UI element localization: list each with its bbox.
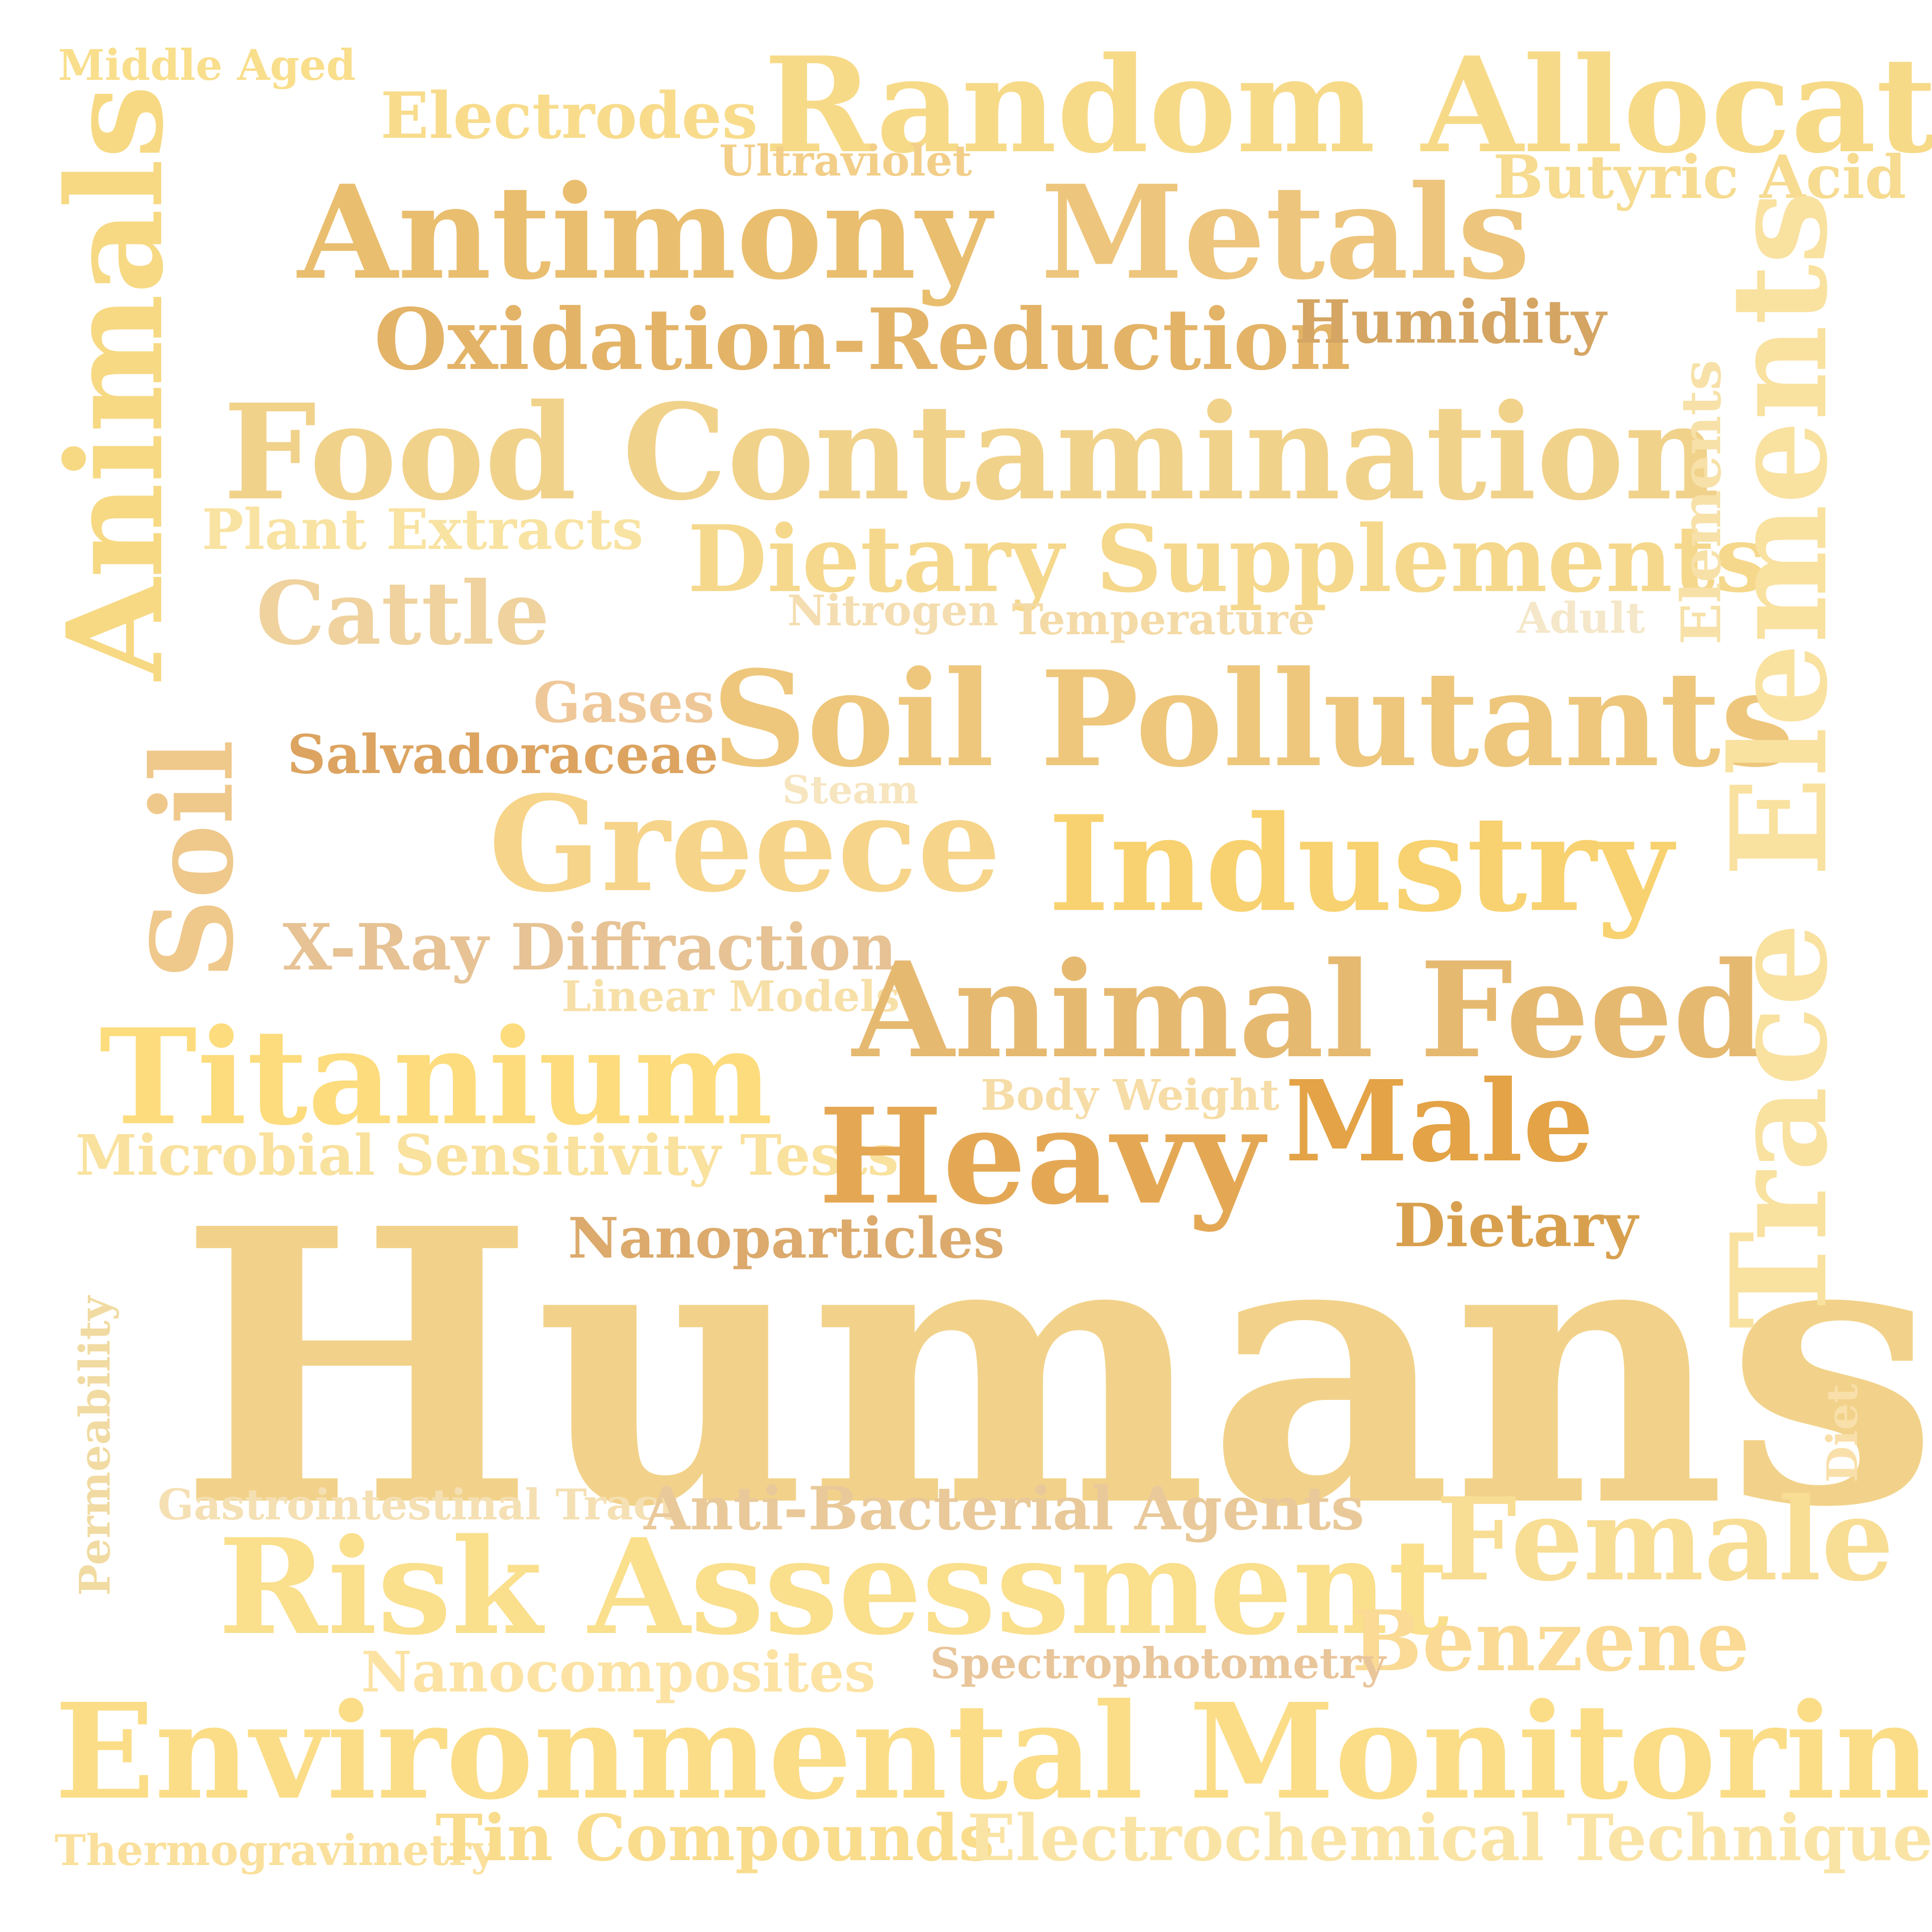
word-risk-assessment: Risk Assessment <box>218 1510 1449 1664</box>
word-metals: Metals <box>1041 157 1530 308</box>
word-linear-models: Linear Models <box>561 972 900 1022</box>
word-soil: Soil <box>127 739 258 979</box>
word-animals: Animals <box>38 85 192 680</box>
word-tin-compounds: Tin Compounds <box>436 1801 995 1875</box>
word-electrodes: Electrodes <box>380 79 758 153</box>
word-animal-feed: Animal Feed <box>852 933 1765 1087</box>
word-microbial-sensitivity-tests: Microbial Sensitivity Tests <box>75 1123 899 1188</box>
word-adult: Adult <box>1517 594 1645 643</box>
word-middle-aged: Middle Aged <box>58 41 356 90</box>
word-nanocomposites: Nanocomposites <box>361 1640 876 1705</box>
word-female: Female <box>1436 1473 1894 1607</box>
word-permeability: Permeability <box>70 1296 120 1596</box>
word-food-contamination: Food Contamination <box>223 375 1720 530</box>
word-gastrointestinal-tract: Gastrointestinal Tract <box>158 1480 679 1530</box>
word-soil-pollutants: Soil Pollutants <box>712 642 1795 796</box>
word-electrochemical-techniques: Electrochemical Techniques <box>967 1801 1932 1875</box>
word-x-ray-diffraction: X-Ray Diffraction <box>283 910 897 985</box>
word-anti-bacterial-agents: Anti-Bacterial Agents <box>644 1474 1365 1544</box>
word-heavy: Heavy <box>818 1080 1264 1234</box>
word-butyric-acid: Butyric Acid <box>1493 142 1907 212</box>
word-nanoparticles: Nanoparticles <box>568 1206 1005 1271</box>
word-random-allocation: Random Allocation <box>764 28 1932 182</box>
word-gases: Gases <box>533 670 715 735</box>
word-ultraviolet: Ultraviolet <box>719 136 972 186</box>
word-temperature: Temperature <box>1012 595 1315 645</box>
word-trace-elements: Trace Elements <box>1702 190 1857 1329</box>
word-humidity: Humidity <box>1295 287 1606 357</box>
word-thermogravimetry: Thermogravimetry <box>55 1826 496 1875</box>
word-environmental-monitoring: Environmental Monitoring <box>55 1675 1932 1829</box>
word-oxidation-reduction: Oxidation-Reduction <box>374 290 1351 389</box>
word-spectrophotometry: Spectrophotometry <box>930 1639 1386 1689</box>
word-titanium: Titanium <box>99 1000 773 1154</box>
word-dietary: Dietary <box>1394 1191 1638 1261</box>
word-humans: Humans <box>179 1147 1932 1590</box>
word-greece: Greece <box>489 767 1001 921</box>
word-steam: Steam <box>782 768 919 813</box>
word-salvadoraceae: Salvadoraceae <box>287 724 719 786</box>
word-male: Male <box>1285 1056 1594 1187</box>
word-diet: Diet <box>1818 1384 1868 1483</box>
word-cattle: Cattle <box>256 563 550 664</box>
word-dietary-supplements: Dietary Supplements <box>687 505 1767 613</box>
word-elements: Elements <box>1669 360 1733 645</box>
word-nitrogen: Nitrogen <box>787 586 999 636</box>
word-body-weight: Body Weight <box>981 1071 1280 1120</box>
word-benzene: Benzene <box>1352 1592 1750 1690</box>
word-plant-extracts: Plant Extracts <box>202 497 643 562</box>
word-antimony: Antimony <box>298 157 992 308</box>
word-industry: Industry <box>1048 787 1673 941</box>
